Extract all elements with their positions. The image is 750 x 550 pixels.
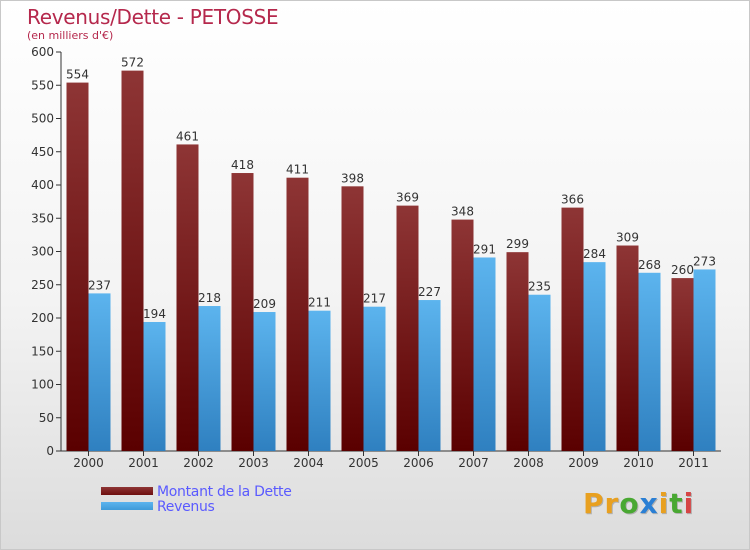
proxiti-logo: Proxiti xyxy=(583,487,694,520)
bar-debt xyxy=(176,144,199,451)
y-tick-label: 200 xyxy=(31,311,54,325)
bar-debt xyxy=(671,278,694,451)
x-tick-label: 2002 xyxy=(183,456,214,470)
y-tick-label: 400 xyxy=(31,178,54,192)
bar-revenue-value-label: 194 xyxy=(143,307,166,321)
bar-debt xyxy=(506,252,529,451)
bar-debt-value-label: 418 xyxy=(231,158,254,172)
bar-revenue-value-label: 237 xyxy=(88,278,111,292)
bar-debt-value-label: 554 xyxy=(66,68,89,82)
bar-debt-value-label: 260 xyxy=(671,263,694,277)
chart-bars xyxy=(66,70,716,452)
chart-axes: 0 50 100 150 200 250 300 350 400 450 500 550 600 2000… xyxy=(31,45,721,470)
bar-revenue-value-label: 211 xyxy=(308,296,331,310)
logo-letter: P xyxy=(583,487,605,520)
legend-label-debt: Montant de la Dette xyxy=(157,484,292,500)
x-tick-label: 2008 xyxy=(513,456,544,470)
y-tick-label: 300 xyxy=(31,245,54,259)
legend-swatch-revenue xyxy=(101,502,153,510)
bar-revenue xyxy=(418,300,441,451)
bar-revenue-value-label: 268 xyxy=(638,258,661,272)
bar-revenue xyxy=(528,294,551,451)
y-tick-label: 550 xyxy=(31,78,54,92)
logo-letter: r xyxy=(604,487,620,520)
chart-subtitle: (en milliers d'€) xyxy=(27,29,114,42)
y-tick-label: 0 xyxy=(46,444,54,458)
y-tick-label: 500 xyxy=(31,112,54,126)
bar-revenue-value-label: 284 xyxy=(583,247,606,261)
x-tick-label: 2001 xyxy=(128,456,159,470)
bar-revenue xyxy=(308,310,331,451)
bar-debt-value-label: 398 xyxy=(341,171,364,185)
bar-revenue-value-label: 217 xyxy=(363,292,386,306)
x-tick-label: 2005 xyxy=(348,456,379,470)
chart-value-labels: 554 572 461 418 411 398 369 348 299 366 309 260 237 1… xyxy=(66,56,716,321)
bar-debt-value-label: 299 xyxy=(506,237,529,251)
logo-letter: x xyxy=(639,487,659,520)
bar-revenue-value-label: 291 xyxy=(473,242,496,256)
x-tick-label: 2004 xyxy=(293,456,324,470)
legend-swatch-debt xyxy=(101,487,153,495)
y-tick-label: 50 xyxy=(39,411,54,425)
bar-debt xyxy=(341,186,364,451)
bar-revenue-value-label: 235 xyxy=(528,280,551,294)
bar-debt-value-label: 348 xyxy=(451,205,474,219)
y-tick-label: 100 xyxy=(31,378,54,392)
bar-debt xyxy=(561,207,584,451)
bar-debt-value-label: 366 xyxy=(561,193,584,207)
logo-letter: i xyxy=(658,487,670,520)
bar-revenue-value-label: 227 xyxy=(418,285,441,299)
bar-debt-value-label: 411 xyxy=(286,163,309,177)
bar-debt xyxy=(121,70,144,452)
x-tick-label: 2009 xyxy=(568,456,599,470)
bar-revenue xyxy=(638,272,661,451)
x-tick-label: 2003 xyxy=(238,456,269,470)
bar-revenue xyxy=(198,306,221,451)
logo-letter: t xyxy=(669,487,684,520)
bar-revenue xyxy=(583,262,606,451)
logo-letter: o xyxy=(619,487,640,520)
bar-debt xyxy=(616,245,639,451)
x-tick-label: 2010 xyxy=(623,456,654,470)
legend-label-revenue: Revenus xyxy=(157,499,215,515)
bar-debt-value-label: 572 xyxy=(121,56,144,70)
x-tick-label: 2000 xyxy=(73,456,104,470)
bar-debt-value-label: 461 xyxy=(176,129,199,143)
bar-revenue xyxy=(473,257,496,451)
bar-debt-value-label: 369 xyxy=(396,191,419,205)
bar-debt xyxy=(231,173,254,451)
x-tick-label: 2006 xyxy=(403,456,434,470)
bar-debt-value-label: 309 xyxy=(616,231,639,245)
bar-debt xyxy=(451,219,474,451)
bar-revenue xyxy=(363,306,386,451)
chart-title: Revenus/Dette - PETOSSE xyxy=(27,5,279,29)
bar-revenue xyxy=(143,321,166,451)
logo-letter: i xyxy=(683,487,695,520)
y-tick-label: 600 xyxy=(31,45,54,59)
y-tick-label: 350 xyxy=(31,211,54,225)
bar-debt xyxy=(286,177,309,451)
bar-revenue xyxy=(88,293,111,451)
bar-revenue-value-label: 218 xyxy=(198,291,221,305)
x-tick-label: 2011 xyxy=(678,456,709,470)
bar-debt xyxy=(66,82,89,451)
bar-revenue-value-label: 273 xyxy=(693,254,716,268)
x-tick-label: 2007 xyxy=(458,456,489,470)
bar-revenue-value-label: 209 xyxy=(253,297,276,311)
bar-revenue xyxy=(253,312,276,451)
y-tick-label: 450 xyxy=(31,145,54,159)
bar-revenue xyxy=(693,269,716,451)
y-tick-label: 150 xyxy=(31,344,54,358)
y-tick-label: 250 xyxy=(31,278,54,292)
bar-debt xyxy=(396,205,419,451)
